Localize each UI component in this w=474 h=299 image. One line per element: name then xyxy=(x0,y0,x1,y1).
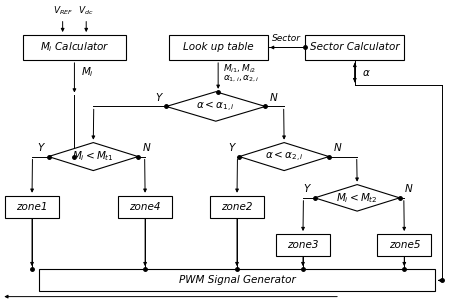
FancyBboxPatch shape xyxy=(377,234,431,256)
Text: zone2: zone2 xyxy=(221,202,253,212)
Text: PWM Signal Generator: PWM Signal Generator xyxy=(179,275,295,286)
Text: $\alpha$: $\alpha$ xyxy=(362,68,371,77)
Text: Y: Y xyxy=(37,143,44,153)
Text: Look up table: Look up table xyxy=(183,42,254,53)
Text: $M_i < M_{t1}$: $M_i < M_{t1}$ xyxy=(73,150,114,164)
FancyBboxPatch shape xyxy=(5,196,59,218)
Text: N: N xyxy=(404,184,412,194)
Text: Y: Y xyxy=(155,93,162,103)
Text: zone1: zone1 xyxy=(16,202,48,212)
Text: N: N xyxy=(143,143,151,153)
FancyBboxPatch shape xyxy=(169,35,268,60)
Text: $V_{REF}$: $V_{REF}$ xyxy=(53,5,73,17)
Polygon shape xyxy=(166,92,265,121)
Text: zone4: zone4 xyxy=(129,202,161,212)
Text: N: N xyxy=(270,93,278,103)
Text: Sector: Sector xyxy=(272,34,301,43)
Polygon shape xyxy=(315,184,400,211)
FancyBboxPatch shape xyxy=(210,196,264,218)
Text: N: N xyxy=(334,143,341,153)
FancyBboxPatch shape xyxy=(118,196,172,218)
Text: $M_i < M_{t2}$: $M_i < M_{t2}$ xyxy=(337,191,378,205)
Text: $M_i$: $M_i$ xyxy=(82,65,94,79)
Text: $\alpha_{1,i}, \alpha_{2,i}$: $\alpha_{1,i}, \alpha_{2,i}$ xyxy=(223,74,260,84)
FancyBboxPatch shape xyxy=(305,35,404,60)
Text: zone5: zone5 xyxy=(389,240,420,250)
Text: $M_{i1}, M_{i2}$: $M_{i1}, M_{i2}$ xyxy=(223,62,256,75)
Text: $M_i$ Calculator: $M_i$ Calculator xyxy=(39,41,109,54)
FancyBboxPatch shape xyxy=(39,269,435,292)
Polygon shape xyxy=(48,143,138,171)
Text: $\alpha < \alpha_{1,i}$: $\alpha < \alpha_{1,i}$ xyxy=(196,99,235,114)
Text: Y: Y xyxy=(228,143,235,153)
Polygon shape xyxy=(239,143,329,171)
Text: Sector Calculator: Sector Calculator xyxy=(310,42,400,53)
Text: $V_{dc}$: $V_{dc}$ xyxy=(78,5,94,17)
Text: zone3: zone3 xyxy=(287,240,319,250)
Text: $\alpha < \alpha_{2,i}$: $\alpha < \alpha_{2,i}$ xyxy=(265,150,303,164)
FancyBboxPatch shape xyxy=(23,35,126,60)
Text: Y: Y xyxy=(304,184,310,194)
FancyBboxPatch shape xyxy=(276,234,330,256)
